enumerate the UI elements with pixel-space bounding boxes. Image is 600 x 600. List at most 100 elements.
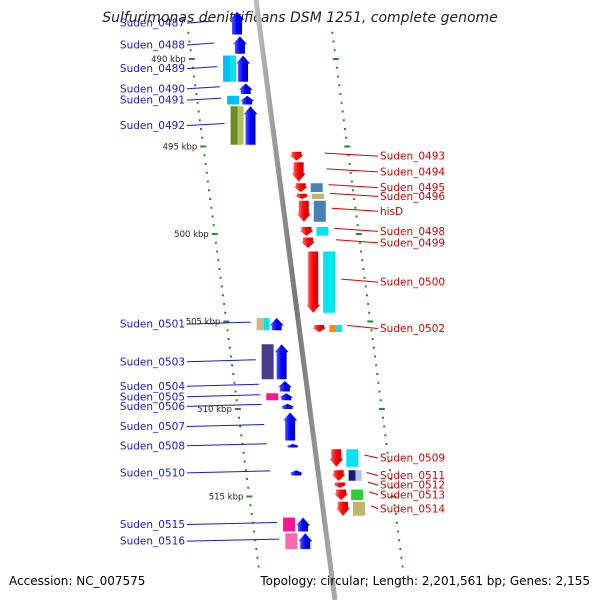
- gene-suden_0502[interactable]: [312, 325, 379, 332]
- gene-arrow[interactable]: [269, 318, 284, 331]
- gene-suden_0510[interactable]: [186, 470, 304, 476]
- gene-arrow[interactable]: [289, 470, 304, 476]
- gene-suden_0509[interactable]: [329, 449, 379, 467]
- gene-label[interactable]: Suden_0501: [120, 319, 185, 331]
- gene-label[interactable]: Suden_0506: [120, 401, 185, 413]
- gene-arrow[interactable]: [230, 11, 245, 35]
- gene-arrow[interactable]: [329, 449, 344, 467]
- gene-suden_0488[interactable]: [186, 36, 247, 54]
- gene-label[interactable]: Suden_0505: [120, 391, 185, 403]
- backbone-layer: [253, 0, 338, 600]
- gene-suden_0508[interactable]: [186, 443, 300, 448]
- gene-arrow[interactable]: [306, 251, 321, 313]
- gene-arrow[interactable]: [236, 55, 251, 82]
- gene-label[interactable]: Suden_0494: [380, 166, 445, 178]
- scale-tick: [356, 224, 359, 227]
- gene-arrow[interactable]: [332, 482, 347, 488]
- gene-suden_0494[interactable]: [291, 162, 379, 182]
- gene-suden_0492[interactable]: [186, 106, 258, 145]
- gene-label[interactable]: Suden_0489: [120, 63, 185, 75]
- gene-suden_0514[interactable]: [335, 501, 379, 516]
- gene-label[interactable]: Suden_0490: [120, 83, 185, 95]
- gene-arrow[interactable]: [334, 489, 349, 501]
- scale-tick: [205, 171, 208, 174]
- scale-tick: [343, 128, 346, 130]
- gene-arrow[interactable]: [294, 193, 309, 199]
- gene-label[interactable]: Suden_0492: [120, 120, 185, 132]
- gene-hisd[interactable]: [296, 200, 379, 222]
- gene-label[interactable]: Suden_0514: [380, 503, 445, 515]
- gene-label[interactable]: hisD: [380, 206, 403, 218]
- gene-arrow[interactable]: [238, 83, 253, 95]
- scale-tick: [221, 294, 224, 297]
- gene-label[interactable]: Suden_0495: [380, 182, 445, 194]
- gene-label[interactable]: Suden_0513: [380, 489, 445, 501]
- gene-arrow[interactable]: [283, 412, 298, 441]
- gene-label[interactable]: Suden_0502: [380, 323, 445, 335]
- gene-suden_0498[interactable]: [299, 227, 379, 236]
- gene-suden_0493[interactable]: [289, 151, 379, 161]
- scale-tick: [198, 119, 201, 122]
- gene-arrow[interactable]: [298, 533, 313, 549]
- gene-suden_0505[interactable]: [186, 393, 294, 401]
- gene-suden_0500[interactable]: [306, 251, 379, 313]
- gene-arrow[interactable]: [274, 344, 289, 380]
- gene-suden_0515[interactable]: [186, 517, 311, 532]
- gene-label[interactable]: Suden_0512: [380, 480, 445, 492]
- gene-label[interactable]: Suden_0487: [120, 18, 185, 30]
- gene-arrow[interactable]: [296, 200, 311, 222]
- gene-arrow[interactable]: [299, 227, 314, 236]
- gene-label[interactable]: Suden_0508: [120, 440, 185, 452]
- gene-arrow[interactable]: [312, 325, 327, 332]
- gene-label[interactable]: Suden_0493: [380, 151, 445, 163]
- gene-label[interactable]: Suden_0511: [380, 470, 445, 482]
- gene-label[interactable]: Suden_0510: [120, 467, 185, 479]
- gene-label[interactable]: Suden_0500: [380, 277, 445, 289]
- gene-suden_0487[interactable]: [186, 11, 245, 35]
- gene-label[interactable]: Suden_0499: [380, 237, 445, 249]
- gene-arrow[interactable]: [279, 393, 294, 401]
- scale-tick: [348, 163, 351, 165]
- gene-suden_0501[interactable]: [186, 318, 284, 331]
- scale-tick: [209, 198, 212, 200]
- gene-arrow[interactable]: [335, 501, 350, 516]
- gene-arrow[interactable]: [331, 470, 346, 481]
- gene-arrow[interactable]: [243, 106, 258, 145]
- gene-label[interactable]: Suden_0504: [120, 381, 185, 393]
- gene-suden_0507[interactable]: [186, 412, 298, 441]
- gene-arrow[interactable]: [296, 517, 311, 532]
- gene-suden_0513[interactable]: [334, 489, 379, 501]
- gene-label[interactable]: Suden_0515: [120, 519, 185, 531]
- gene-arrow[interactable]: [293, 183, 308, 192]
- gene-label[interactable]: Suden_0488: [120, 40, 185, 52]
- gene-suden_0489[interactable]: [186, 55, 251, 82]
- scale-tick: [218, 268, 221, 270]
- gene-suden_0496[interactable]: [294, 192, 379, 199]
- gene-suden_0491[interactable]: [186, 95, 255, 105]
- gene-suden_0516[interactable]: [186, 533, 313, 549]
- gene-suden_0512[interactable]: [332, 481, 379, 488]
- gene-label[interactable]: Suden_0516: [120, 536, 185, 548]
- gene-suden_0495[interactable]: [293, 183, 379, 192]
- gene-suden_0511[interactable]: [331, 470, 379, 481]
- gene-suden_0490[interactable]: [186, 83, 253, 95]
- gene-label[interactable]: Suden_0509: [380, 453, 445, 465]
- gene-arrow[interactable]: [291, 162, 306, 182]
- gene-arrow[interactable]: [289, 151, 304, 161]
- gene-label[interactable]: Suden_0496: [380, 191, 445, 203]
- gene-label[interactable]: Suden_0503: [120, 356, 185, 368]
- gene-arrow[interactable]: [277, 381, 292, 392]
- gene-arrow[interactable]: [232, 36, 247, 54]
- gene-suden_0503[interactable]: [186, 344, 289, 380]
- gene-suden_0504[interactable]: [186, 381, 292, 392]
- gene-arrow[interactable]: [285, 444, 300, 448]
- scale-tick: [340, 101, 343, 104]
- gene-arrow[interactable]: [300, 237, 315, 249]
- gene-arrow[interactable]: [240, 95, 255, 105]
- gene-label[interactable]: Suden_0491: [120, 95, 185, 107]
- gene-label[interactable]: Suden_0498: [380, 226, 445, 238]
- gene-suden_0499[interactable]: [300, 237, 379, 249]
- gene-label[interactable]: Suden_0507: [120, 421, 185, 433]
- gene-suden_0506[interactable]: [186, 403, 295, 409]
- gene-arrow[interactable]: [280, 403, 295, 409]
